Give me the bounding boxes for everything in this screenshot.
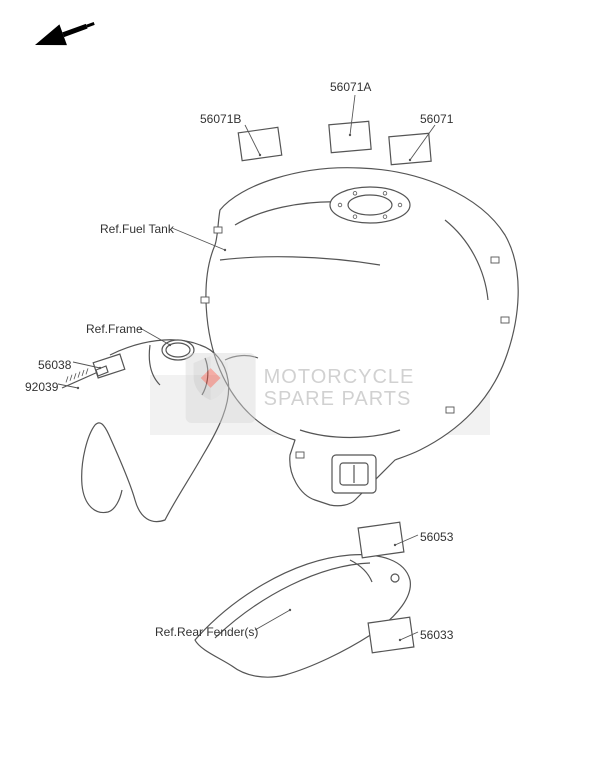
- diagram-svg: [0, 0, 600, 775]
- callout-56071B: 56071B: [200, 112, 241, 126]
- callout-RefRearFender: Ref.Rear Fender(s): [155, 625, 258, 639]
- callout-56071A: 56071A: [330, 80, 371, 94]
- callout-56033: 56033: [420, 628, 453, 642]
- callout-92039: 92039: [25, 380, 58, 394]
- callout-RefFuelTank: Ref.Fuel Tank: [100, 222, 174, 236]
- callout-56038: 56038: [38, 358, 71, 372]
- diagram-canvas: MOTORCYCLE SPARE PARTS 56071A56071B56071…: [0, 0, 600, 775]
- callout-RefFrame: Ref.Frame: [86, 322, 143, 336]
- callout-56071: 56071: [420, 112, 453, 126]
- callout-56053: 56053: [420, 530, 453, 544]
